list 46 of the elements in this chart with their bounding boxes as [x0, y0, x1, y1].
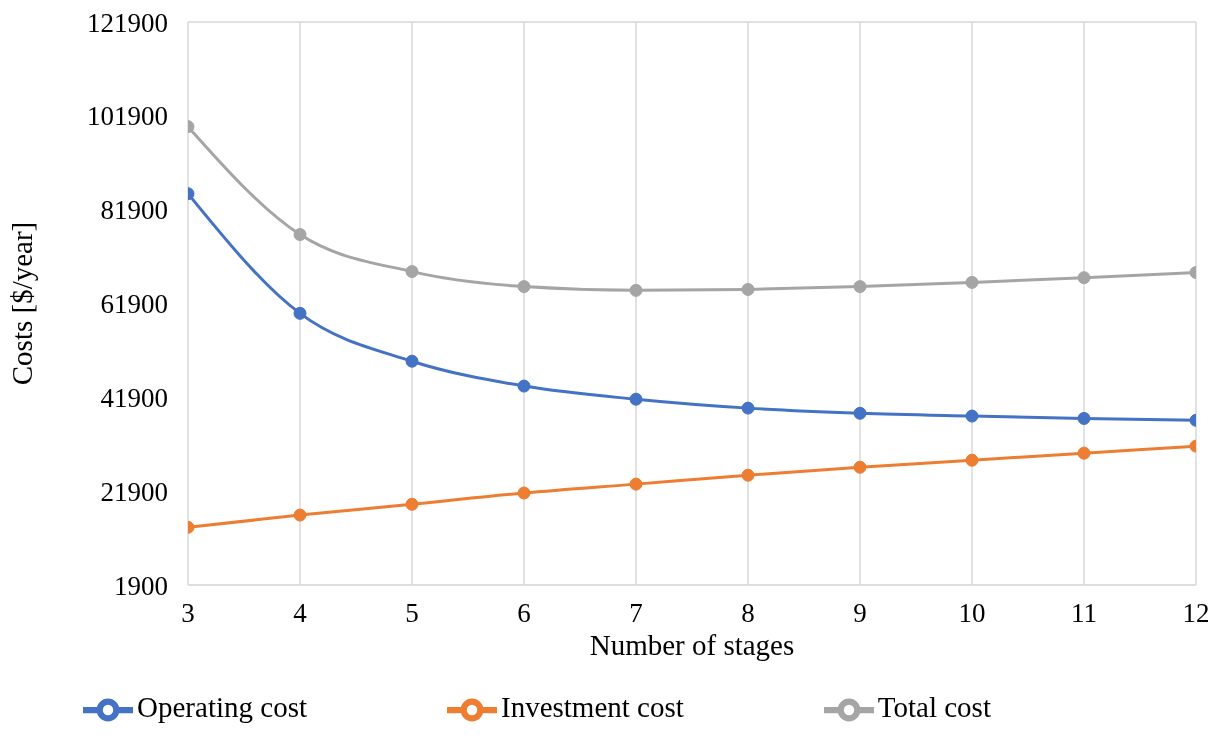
point — [629, 392, 643, 406]
y-tick-label: 61900 — [100, 289, 168, 320]
point — [853, 280, 867, 294]
x-tick-label: 10 — [958, 598, 986, 629]
point — [293, 228, 307, 242]
x-axis-title: Number of stages — [589, 629, 795, 661]
point — [741, 468, 755, 482]
x-tick-label: 12 — [1182, 598, 1210, 629]
point — [853, 406, 867, 420]
point — [517, 486, 531, 500]
point — [741, 282, 755, 296]
point — [1077, 446, 1091, 460]
x-tick-label: 4 — [293, 598, 308, 629]
y-tick-label: 1900 — [114, 570, 168, 601]
point — [1077, 271, 1091, 285]
point — [405, 354, 419, 368]
x-tick-label: 9 — [853, 598, 867, 629]
y-tick-label: 101900 — [87, 101, 168, 132]
x-tick-label: 8 — [741, 598, 755, 629]
point — [517, 280, 531, 294]
point — [1077, 411, 1091, 425]
legend-label: Total cost — [877, 690, 991, 723]
point — [405, 265, 419, 279]
point — [293, 508, 307, 522]
point — [629, 477, 643, 491]
point — [405, 497, 419, 511]
point — [853, 460, 867, 474]
legend-label: Investment cost — [500, 690, 684, 723]
point — [629, 283, 643, 297]
y-tick-label: 81900 — [100, 195, 168, 226]
point — [965, 409, 979, 423]
point — [517, 379, 531, 393]
point — [965, 453, 979, 467]
x-tick-label: 3 — [181, 598, 195, 629]
x-tick-label: 6 — [517, 598, 531, 629]
legend-label: Operating cost — [137, 690, 307, 723]
y-tick-label: 121900 — [87, 7, 168, 38]
point — [741, 401, 755, 415]
y-axis-title: Costs [$/year] — [6, 221, 39, 386]
point — [293, 306, 307, 320]
y-tick-label: 21900 — [100, 476, 168, 507]
point — [965, 275, 979, 289]
y-tick-label: 41900 — [100, 382, 168, 413]
x-tick-label: 11 — [1071, 598, 1097, 629]
x-tick-label: 5 — [405, 598, 419, 629]
x-tick-label: 7 — [629, 598, 643, 629]
